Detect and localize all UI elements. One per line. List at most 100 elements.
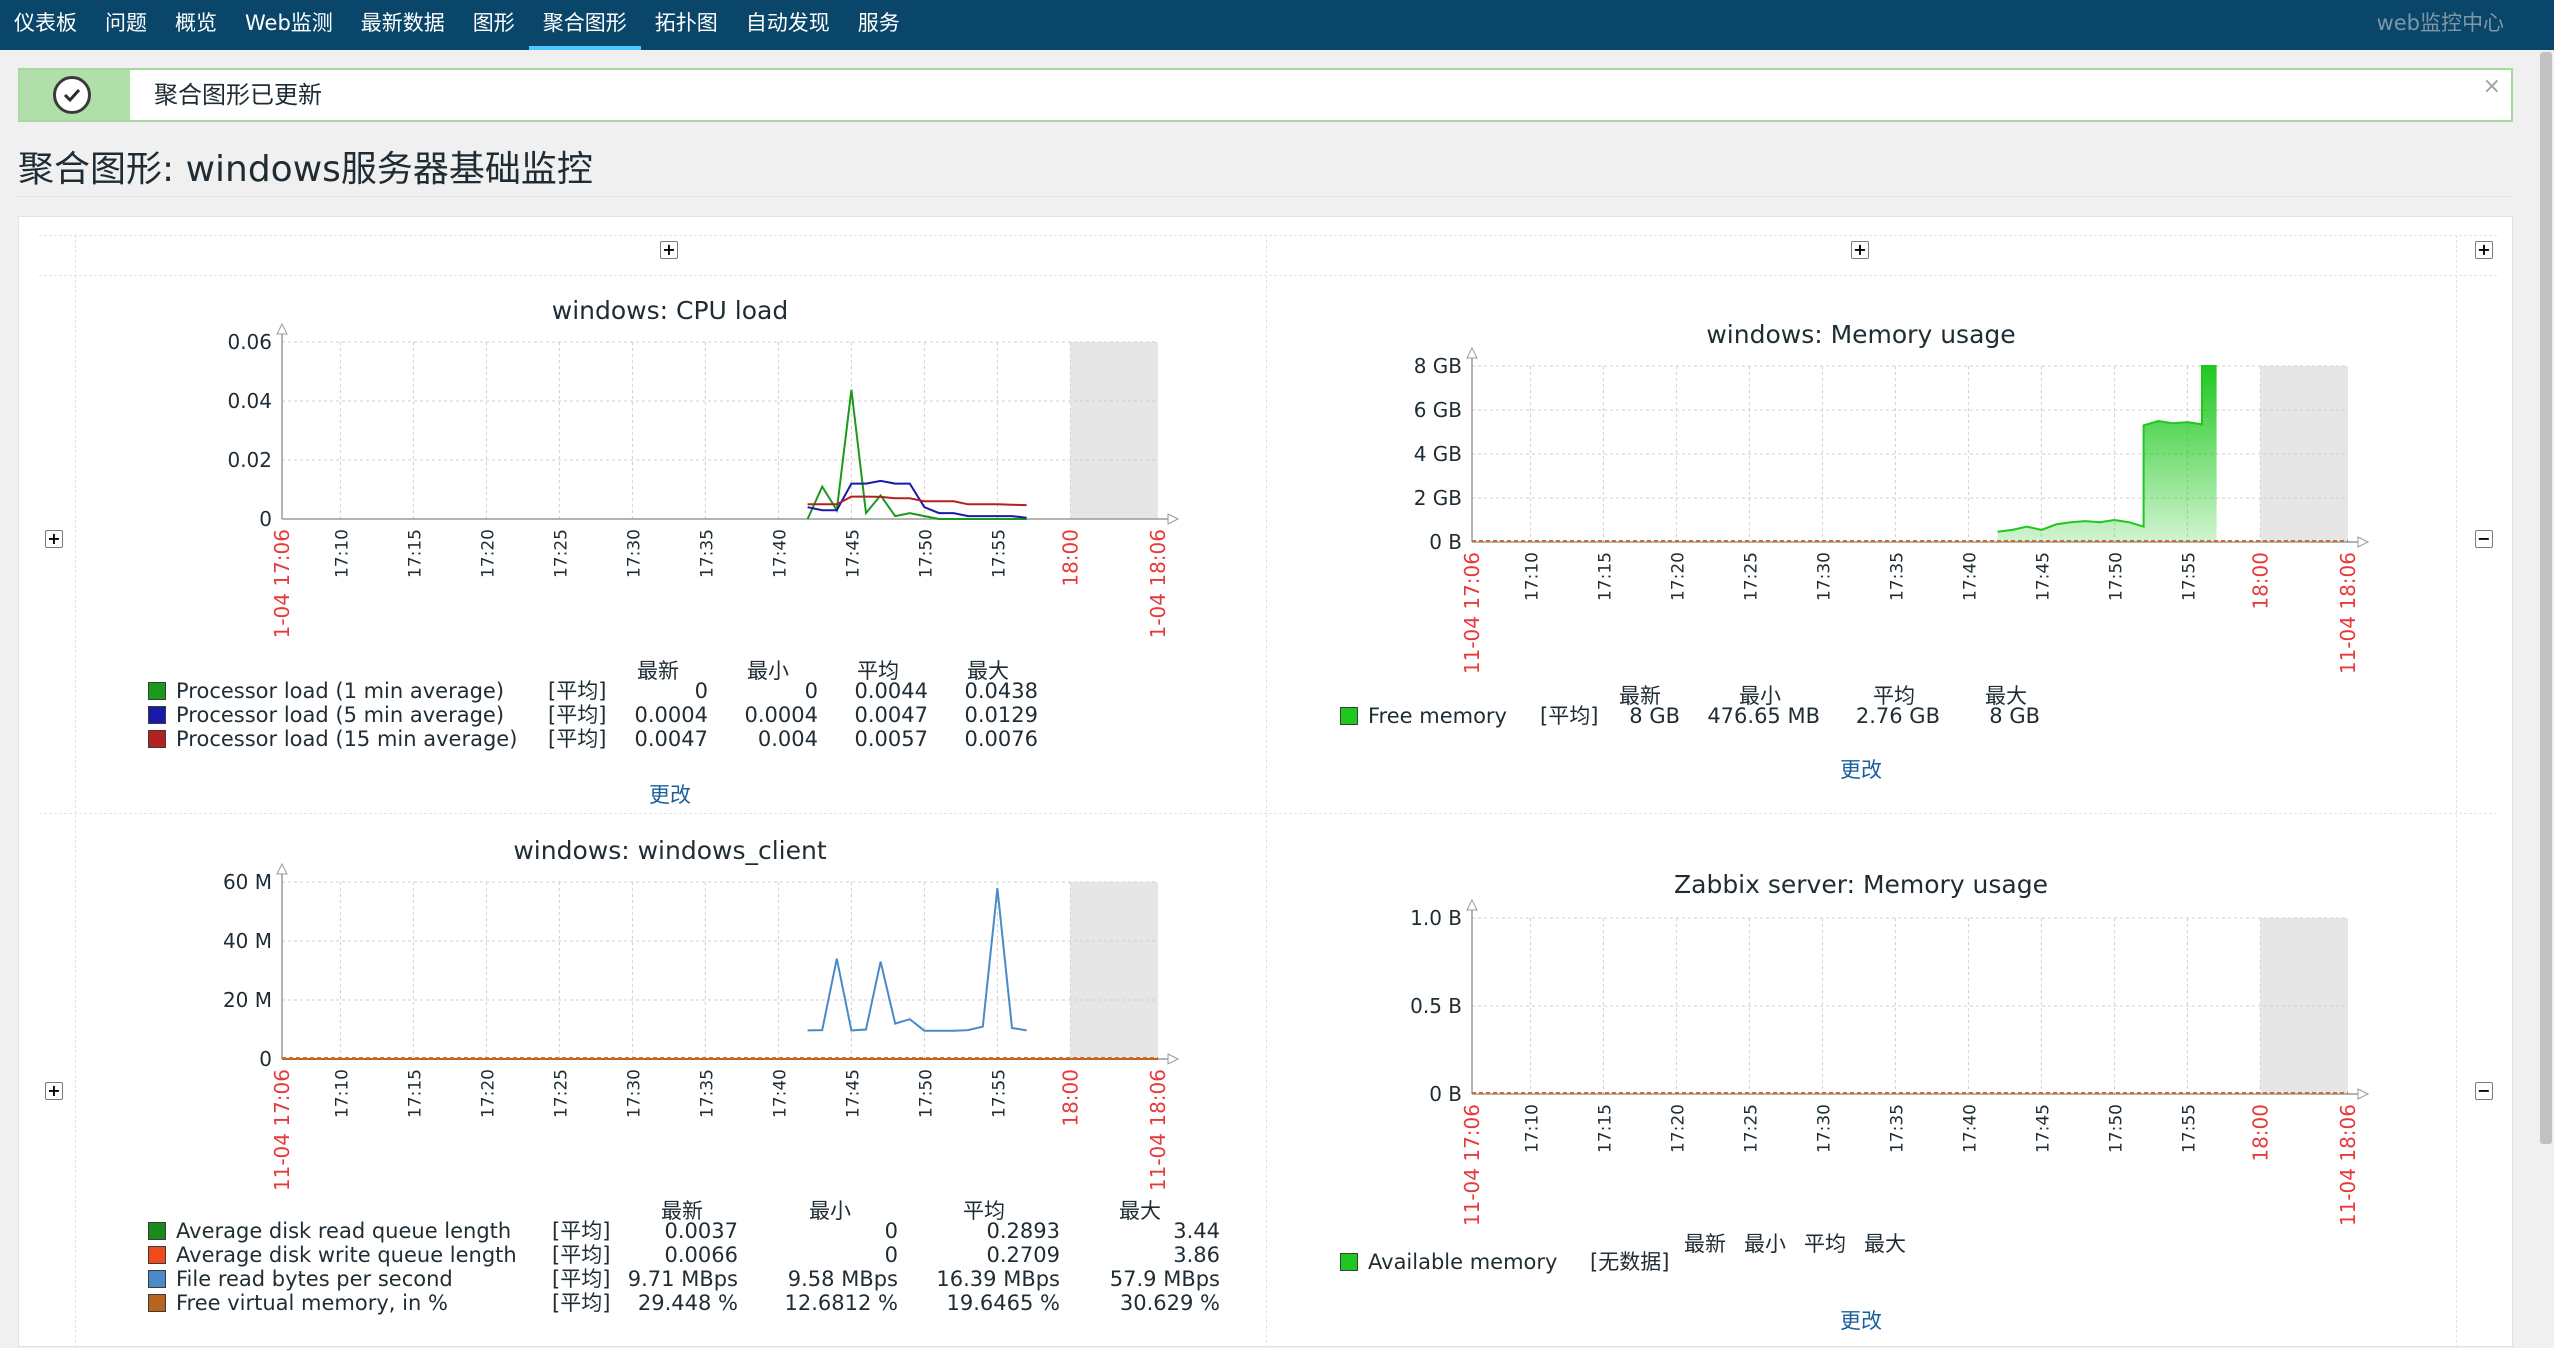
legend-value-avg: 0.0057 bbox=[854, 727, 928, 751]
nav-item[interactable]: 图形 bbox=[472, 11, 515, 35]
legend-header-avg: 平均 bbox=[1873, 684, 1915, 708]
legend-item-func: [无数据] bbox=[1590, 1250, 1670, 1274]
series-line bbox=[806, 389, 1027, 520]
legend-value-max: 8 GB bbox=[1989, 704, 2040, 728]
legend-value-last: 0 bbox=[694, 679, 708, 703]
x-tick-label: 17:15 bbox=[405, 529, 425, 578]
x-tick-label: 18:00 bbox=[1058, 1069, 1082, 1127]
legend-value-max: 3.44 bbox=[1173, 1219, 1220, 1243]
grid-divider bbox=[2456, 235, 2457, 1348]
axis-arrow bbox=[1466, 346, 1478, 359]
change-link[interactable]: 更改 bbox=[1840, 1309, 1882, 1333]
x-tick-label: 17:20 bbox=[1668, 1104, 1688, 1153]
legend-value-max: 0.0438 bbox=[964, 679, 1038, 703]
close-message-button[interactable]: × bbox=[2482, 74, 2501, 99]
x-tick-label: 18:00 bbox=[1058, 529, 1082, 587]
series-line bbox=[807, 495, 1027, 507]
legend-swatch bbox=[148, 1270, 166, 1288]
legend-item-name: Average disk read queue length bbox=[176, 1219, 512, 1243]
windows-client-chart[interactable]: 0 20 M 40 M 60 M 17:10 17:15 17:20 17:25 17:30 17… bbox=[0, 840, 1200, 1200]
y-tick-label: 0.02 bbox=[227, 448, 272, 472]
x-tick-label: 18:00 bbox=[2248, 552, 2272, 610]
nav-item[interactable]: 最新数据 bbox=[360, 11, 445, 35]
add-column-button[interactable]: + bbox=[2475, 241, 2493, 259]
legend-header-max: 最大 bbox=[1985, 684, 2027, 708]
legend-header-last: 最新 bbox=[1684, 1232, 1726, 1256]
time-start-label: 11-04 17:06 bbox=[270, 529, 294, 640]
y-tick-label: 0 B bbox=[1429, 1082, 1462, 1106]
chart-title: windows: windows_client bbox=[513, 836, 827, 865]
success-indicator bbox=[20, 70, 130, 120]
legend-item-func: [平均] bbox=[552, 1291, 611, 1315]
chart-title: windows: Memory usage bbox=[1706, 320, 2016, 349]
nav-item[interactable]: Web监测 bbox=[245, 11, 333, 35]
x-tick-label: 17:15 bbox=[405, 1069, 425, 1118]
x-tick-label: 17:30 bbox=[624, 529, 644, 578]
x-tick-label: 17:30 bbox=[1814, 1104, 1834, 1153]
top-navigation: 仪表板 问题 概览 Web监测 最新数据 图形 聚合图形 拓扑图 自动发现 服务 web监控中心 bbox=[0, 0, 2554, 50]
nav-item[interactable]: 概览 bbox=[175, 11, 217, 35]
time-start-label: 11-04 17:06 bbox=[270, 1069, 294, 1191]
legend-value-last: 0.0004 bbox=[634, 703, 708, 727]
y-tick-label: 0 bbox=[259, 507, 272, 531]
x-tick-label: 17:35 bbox=[697, 1069, 717, 1118]
no-data-region bbox=[1070, 882, 1158, 1059]
nav-item[interactable]: 自动发现 bbox=[745, 11, 830, 35]
legend-header-max: 最大 bbox=[1864, 1232, 1906, 1256]
remove-row-button[interactable]: − bbox=[2475, 1082, 2493, 1100]
change-link[interactable]: 更改 bbox=[1840, 758, 1882, 782]
legend-item-name: Free memory bbox=[1368, 704, 1507, 728]
legend-swatch bbox=[148, 730, 166, 748]
x-tick-label: 17:25 bbox=[1741, 1104, 1761, 1153]
legend-header-min: 最小 bbox=[1739, 684, 1781, 708]
no-data-region bbox=[2260, 918, 2348, 1094]
y-tick-label: 0.04 bbox=[227, 389, 272, 413]
y-tick-label: 6 GB bbox=[1414, 398, 1462, 422]
add-column-button[interactable]: + bbox=[1851, 241, 1869, 259]
no-data-region bbox=[1070, 342, 1158, 519]
legend-header-min: 最小 bbox=[809, 1199, 851, 1223]
x-tick-label: 17:20 bbox=[478, 1069, 498, 1118]
add-column-button[interactable]: + bbox=[660, 241, 678, 259]
nav-item[interactable]: 聚合图形 bbox=[528, 0, 641, 50]
y-tick-label: 0.06 bbox=[227, 330, 272, 354]
x-tick-label: 17:20 bbox=[1668, 552, 1688, 601]
y-tick-label: 2 GB bbox=[1414, 486, 1462, 510]
grid-divider bbox=[39, 813, 2497, 814]
y-tick-label: 20 M bbox=[223, 988, 272, 1012]
cpu-load-chart[interactable]: 0 0.02 0.04 0.06 17:10 17:15 17:20 17:25 17:30 17… bbox=[0, 300, 1200, 640]
change-link[interactable]: 更改 bbox=[649, 783, 691, 807]
x-tick-label: 17:45 bbox=[843, 1069, 863, 1118]
legend-value-last: 9.71 MBps bbox=[627, 1267, 738, 1291]
add-row-button[interactable]: + bbox=[45, 530, 63, 548]
add-row-button[interactable]: + bbox=[45, 1082, 63, 1100]
x-tick-label: 17:45 bbox=[2033, 552, 2053, 601]
success-message: 聚合图形已更新 × bbox=[18, 68, 2513, 122]
zabbix-memory-chart[interactable]: 0 B 0.5 B 1.0 B 17:10 17:15 17:20 17:25 17:30 17… bbox=[1240, 870, 2480, 1230]
scrollbar-thumb[interactable] bbox=[2540, 52, 2552, 1144]
legend-item-func: [平均] bbox=[552, 1267, 611, 1291]
legend-item-func: [平均] bbox=[552, 1219, 611, 1243]
y-tick-label: 1.0 B bbox=[1410, 906, 1462, 930]
y-tick-label: 4 GB bbox=[1414, 442, 1462, 466]
memory-usage-chart[interactable]: 0 B 2 GB 4 GB 6 GB 8 GB 17:10 17:15 17:20 17:25 1… bbox=[1240, 320, 2480, 680]
x-tick-label: 17:30 bbox=[624, 1069, 644, 1118]
legend-value-avg: 0.2893 bbox=[986, 1219, 1060, 1243]
legend-value-min: 476.65 MB bbox=[1707, 704, 1820, 728]
remove-row-button[interactable]: − bbox=[2475, 530, 2493, 548]
x-tick-label: 17:50 bbox=[916, 1069, 936, 1118]
axis-arrow bbox=[1167, 1053, 1180, 1065]
nav-item[interactable]: 仪表板 bbox=[14, 11, 77, 35]
legend-value-max: 57.9 MBps bbox=[1109, 1267, 1220, 1291]
nav-item[interactable]: 拓扑图 bbox=[654, 11, 718, 35]
x-tick-label: 17:30 bbox=[1814, 552, 1834, 601]
legend-header-max: 最大 bbox=[967, 659, 1009, 683]
nav-item[interactable]: 服务 bbox=[857, 11, 900, 35]
x-tick-label: 17:35 bbox=[697, 529, 717, 578]
success-message-text: 聚合图形已更新 bbox=[154, 81, 322, 109]
chart-title: windows: CPU load bbox=[551, 296, 789, 325]
nav-item[interactable]: 问题 bbox=[105, 11, 147, 35]
x-tick-label: 17:10 bbox=[1522, 552, 1542, 601]
legend-item-func: [平均] bbox=[548, 727, 607, 751]
legend-item-name: Free virtual memory, in % bbox=[176, 1291, 448, 1315]
